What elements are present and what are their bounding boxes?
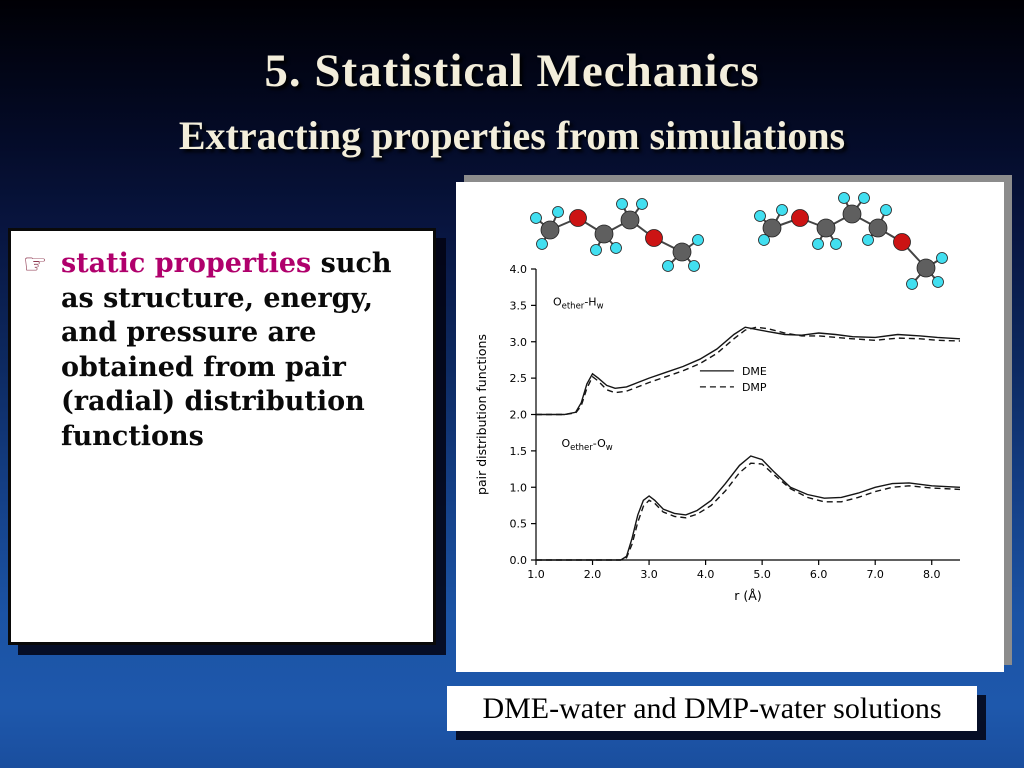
chart-panel: 0.0 0.5 1.0 1.5 2.0 2.5 3.0 3.5 4.0 1.0 2.0 3.0 4.0 5… (456, 182, 1004, 672)
svg-text:4.0: 4.0 (510, 263, 528, 276)
svg-text:0.5: 0.5 (510, 518, 528, 531)
svg-text:Oether-Hw: Oether-Hw (553, 295, 604, 311)
svg-text:0.0: 0.0 (510, 554, 528, 567)
svg-text:2.5: 2.5 (510, 372, 528, 385)
svg-text:5.0: 5.0 (753, 568, 771, 581)
svg-text:1.0: 1.0 (527, 568, 545, 581)
caption-box: DME-water and DMP-water solutions (447, 686, 977, 731)
pair-distribution-functions-chart: 0.0 0.5 1.0 1.5 2.0 2.5 3.0 3.5 4.0 1.0 2.0 3.0 4.0 5… (474, 263, 961, 603)
pointing-hand-bullet-icon: ☞ (23, 249, 48, 280)
bullet-text-box: ☞ static properties such as structure, e… (8, 228, 436, 645)
svg-text:8.0: 8.0 (923, 568, 941, 581)
svg-text:4.0: 4.0 (697, 568, 715, 581)
svg-text:DME: DME (742, 365, 767, 378)
svg-text:1.0: 1.0 (510, 481, 528, 494)
svg-text:2.0: 2.0 (584, 568, 602, 581)
svg-text:2.0: 2.0 (510, 409, 528, 422)
dme-dmp-molecule-illustration (530, 192, 948, 290)
svg-text:3.0: 3.0 (640, 568, 658, 581)
svg-text:r (Å): r (Å) (734, 588, 761, 603)
slide-subtitle: Extracting properties from simulations (178, 113, 846, 158)
bullet-rest-text: such as structure, energy, and pressure … (61, 248, 392, 452)
bullet-text: static properties such as structure, ene… (61, 247, 425, 454)
slide-title: 5. Statistical Mechanics (264, 45, 760, 97)
svg-text:1.5: 1.5 (510, 445, 528, 458)
svg-text:DMP: DMP (742, 381, 767, 394)
svg-text:3.0: 3.0 (510, 336, 528, 349)
svg-text:6.0: 6.0 (810, 568, 828, 581)
svg-text:3.5: 3.5 (510, 299, 528, 312)
svg-text:7.0: 7.0 (866, 568, 884, 581)
svg-text:Oether-Ow: Oether-Ow (561, 437, 612, 453)
svg-text:pair distribution functions: pair distribution functions (474, 334, 489, 495)
caption-text: DME-water and DMP-water solutions (482, 691, 942, 725)
bullet-highlight-text: static properties (61, 248, 312, 279)
